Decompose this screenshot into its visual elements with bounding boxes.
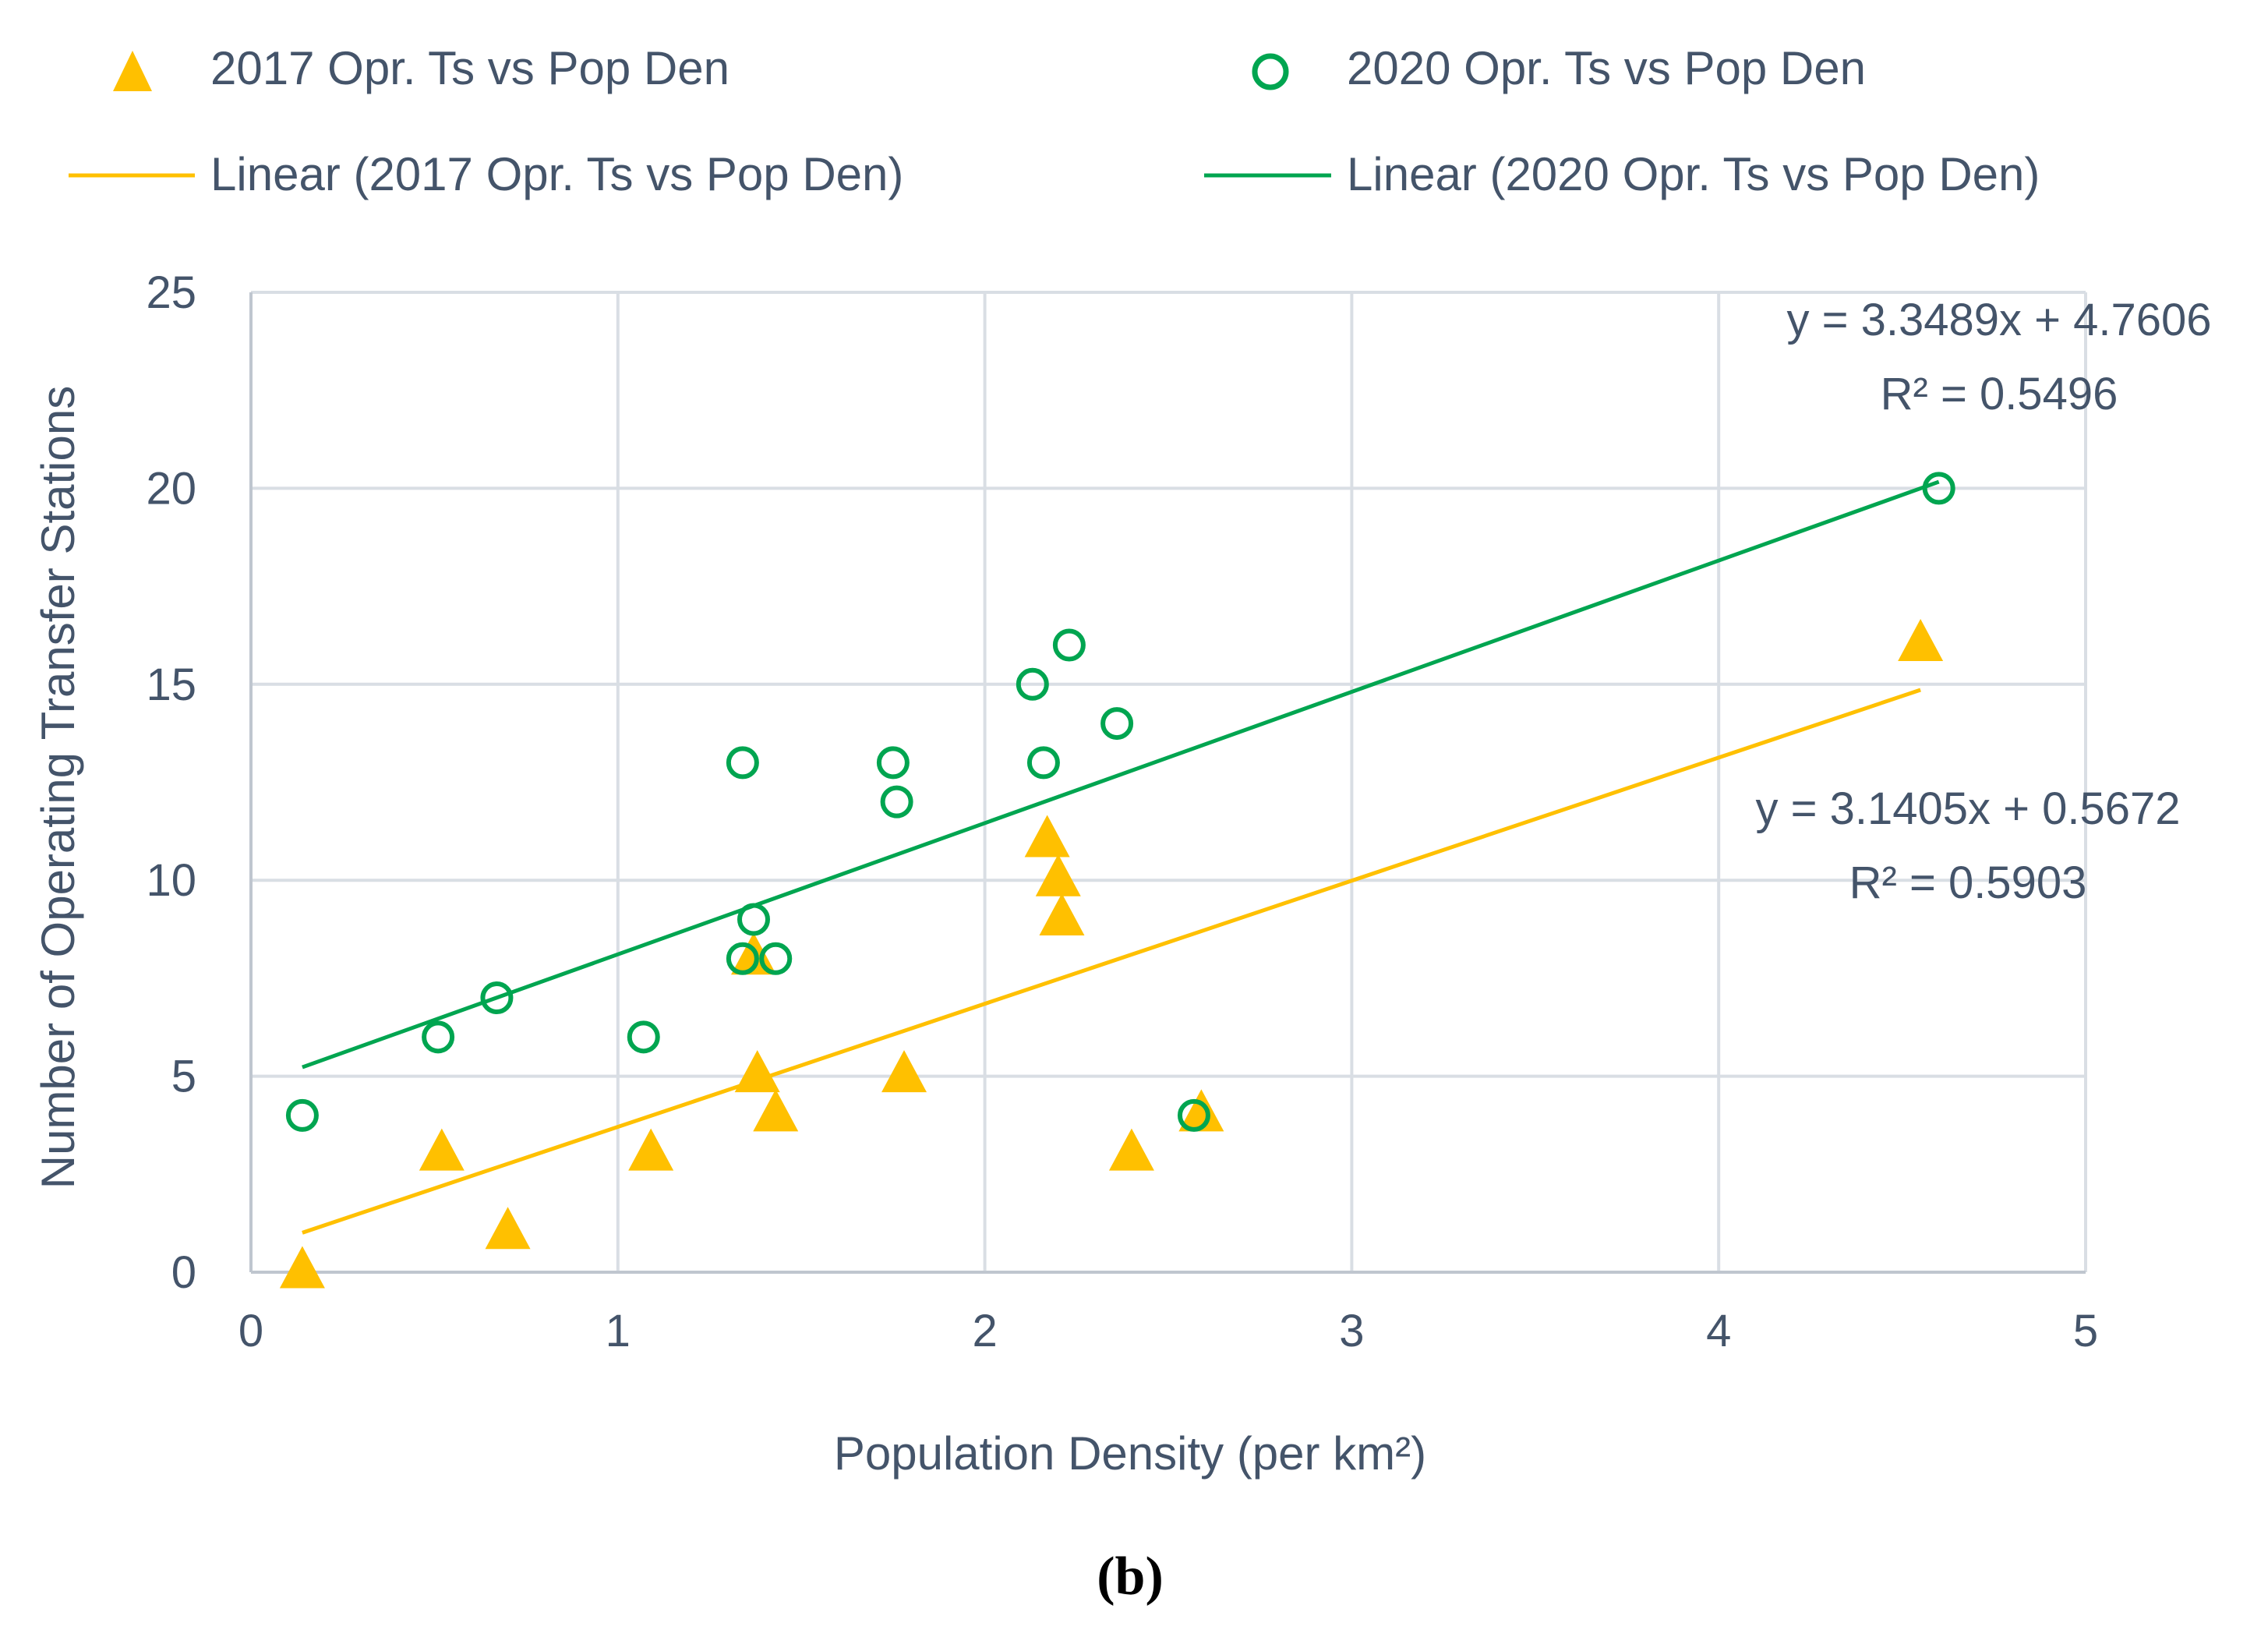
legend: 2017 Opr. Ts vs Pop Den 2020 Opr. Ts vs …	[69, 42, 2040, 200]
data-point-2017	[279, 1246, 325, 1289]
legend-label-2017-points: 2017 Opr. Ts vs Pop Den	[210, 42, 730, 94]
data-point-2020	[1100, 707, 1134, 741]
x-tick-label: 5	[2073, 1306, 2098, 1356]
x-tick-label: 1	[606, 1306, 631, 1356]
figure-caption: (b)	[1097, 1547, 1164, 1607]
data-point-2020	[737, 903, 770, 936]
legend-item-2020-points: 2020 Opr. Ts vs Pop Den	[1252, 42, 1866, 94]
y-tick-label: 20	[146, 463, 196, 514]
r2-2020: R² = 0.5496	[1881, 369, 2118, 419]
x-tick-label: 2	[972, 1306, 997, 1356]
data-point-2017	[1035, 854, 1081, 896]
grid	[251, 291, 2087, 1272]
axes	[249, 292, 2086, 1274]
y-axis-title: Number of Operating Transfer Stations	[32, 386, 84, 1190]
x-tick-label: 0	[238, 1306, 263, 1356]
x-tick-label: 4	[1706, 1306, 1731, 1356]
data-point-2017	[1108, 1128, 1154, 1171]
equation-2020: y = 3.3489x + 4.7606	[1787, 295, 2212, 345]
data-point-2020	[285, 1098, 319, 1132]
trendlines	[302, 479, 1940, 1235]
data-point-2020	[876, 746, 910, 780]
equation-2017: y = 3.1405x + 0.5672	[1756, 783, 2181, 834]
legend-circle-marker	[1252, 53, 1289, 90]
data-point-2017	[1039, 893, 1085, 935]
data-point-2017	[628, 1128, 674, 1171]
y-tick-label: 10	[146, 855, 196, 906]
data-points	[279, 472, 1955, 1289]
legend-triangle-marker	[113, 51, 152, 91]
legend-item-2020-trendline: Linear (2020 Opr. Ts vs Pop Den)	[1204, 148, 2040, 200]
data-point-2020	[422, 1020, 455, 1054]
data-point-2020	[1016, 667, 1049, 701]
x-tick-label: 3	[1339, 1306, 1364, 1356]
data-point-2020	[1922, 472, 1955, 505]
data-point-2017	[485, 1207, 531, 1250]
data-point-2017	[734, 1050, 780, 1093]
data-point-2017	[1178, 1089, 1224, 1132]
data-point-2020	[726, 746, 759, 780]
y-tick-label: 5	[171, 1052, 196, 1102]
data-point-2017	[753, 1089, 799, 1132]
data-point-2020	[759, 942, 793, 975]
tick-labels: 0 1 2 3 4 5 0 5 10 15 20 25	[146, 267, 2098, 1356]
legend-label-2020-points: 2020 Opr. Ts vs Pop Den	[1347, 42, 1866, 94]
legend-item-2017-trendline: Linear (2017 Opr. Ts vs Pop Den)	[69, 148, 903, 200]
data-point-2020	[480, 981, 514, 1015]
trendline-2017	[302, 688, 1921, 1235]
y-tick-label: 15	[146, 659, 196, 710]
r2-2017: R² = 0.5903	[1849, 857, 2087, 908]
trendline-2020	[302, 479, 1940, 1070]
data-point-2020	[1052, 628, 1086, 662]
data-point-2020	[726, 942, 759, 975]
data-point-2020	[880, 785, 913, 819]
data-point-2020	[1026, 746, 1060, 780]
x-axis-title: Population Density (per km²)	[834, 1427, 1426, 1480]
legend-label-2020-trendline: Linear (2020 Opr. Ts vs Pop Den)	[1347, 148, 2040, 200]
data-point-2020	[627, 1020, 660, 1054]
data-point-2017	[1024, 815, 1070, 857]
y-tick-label: 25	[146, 267, 196, 318]
legend-item-2017-points: 2017 Opr. Ts vs Pop Den	[113, 42, 730, 94]
data-point-2017	[1898, 619, 1944, 662]
y-tick-label: 0	[171, 1247, 196, 1298]
legend-label-2017-trendline: Linear (2017 Opr. Ts vs Pop Den)	[210, 148, 903, 200]
data-point-2017	[419, 1128, 465, 1171]
data-point-2017	[881, 1050, 927, 1093]
data-point-2020	[1177, 1098, 1210, 1132]
